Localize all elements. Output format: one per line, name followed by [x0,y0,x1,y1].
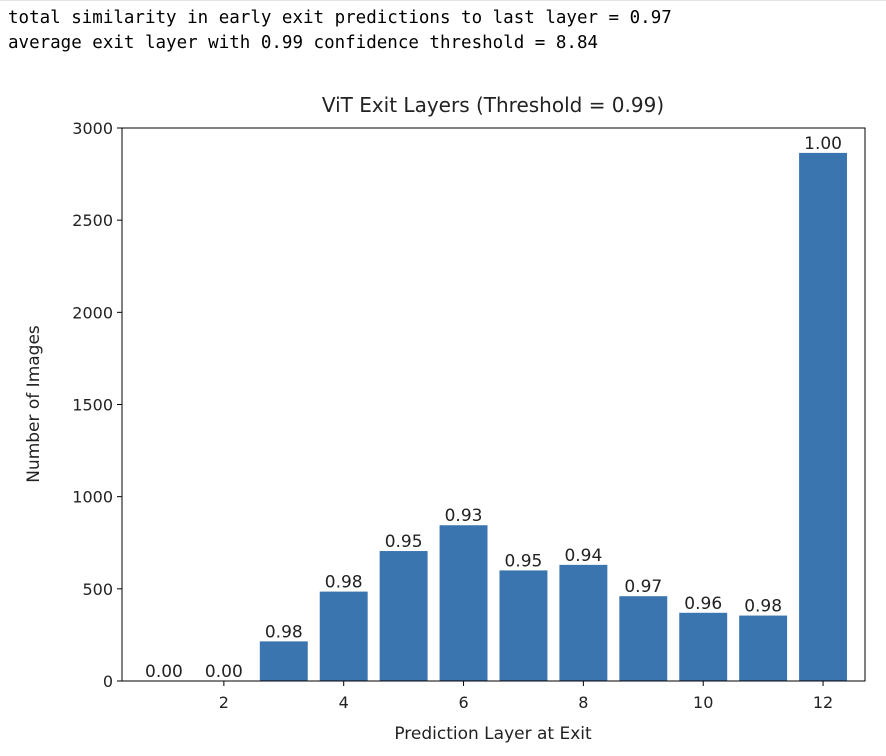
similarity-output-line: total similarity in early exit predictio… [8,8,672,28]
bar-value-label: 0.96 [684,594,722,614]
bar-value-label: 0.95 [505,551,543,571]
y-tick-label: 2000 [72,303,113,322]
x-tick-label: 10 [693,693,713,712]
x-axis-label: Prediction Layer at Exit [394,724,592,744]
plot-frame [121,127,866,682]
bar-value-label: 0.98 [265,622,303,642]
y-tick-label: 2500 [72,211,113,230]
bar-value-label: 0.93 [445,506,483,526]
x-tick-label: 12 [813,693,833,712]
bar-layer-4 [319,591,368,681]
bar-labels: 0.00 0.00 0.98 0.98 0.95 0.93 0.95 0.94 0.97 0.96… [145,134,842,682]
bar-value-label: 0.98 [744,597,782,617]
bar-layer-12 [799,152,848,681]
bar-layer-7 [499,570,548,681]
bar-layer-10 [679,612,728,681]
bar-value-label: 0.94 [564,546,602,566]
y-tick-label: 0 [103,672,113,691]
x-tick-label: 8 [578,693,588,712]
bar-value-label: 0.98 [325,573,363,593]
x-tick-label: 2 [219,693,229,712]
cell-output: total similarity in early exit predictio… [8,6,672,56]
bar-layer-9 [619,596,668,681]
bars [259,152,848,681]
y-tick-label: 1500 [72,396,113,415]
y-tick-label: 500 [82,580,113,599]
bar-value-label: 0.00 [205,662,243,682]
y-tick-label: 3000 [72,119,113,138]
average-exit-output-line: average exit layer with 0.99 confidence … [8,33,599,53]
bar-value-label: 0.95 [385,532,423,552]
y-axis-ticks: 0 500 1000 1500 2000 2500 3000 [72,119,122,691]
bar-layer-8 [559,564,608,681]
bar-layer-3 [259,641,308,681]
bar-layer-11 [739,615,788,681]
bar-layer-6 [439,525,488,681]
cell-divider [0,0,886,1]
y-axis-label: Number of Images [24,325,44,483]
bar-value-label: 1.00 [804,134,842,154]
x-tick-label: 4 [339,693,349,712]
bar-value-label: 0.97 [624,577,662,597]
x-axis-ticks: 2 4 6 8 10 12 [219,681,833,712]
x-tick-label: 6 [458,693,468,712]
bar-value-label: 0.00 [145,662,183,682]
bar-layer-5 [379,551,428,681]
y-tick-label: 1000 [72,488,113,507]
chart-title: ViT Exit Layers (Threshold = 0.99) [322,93,664,117]
